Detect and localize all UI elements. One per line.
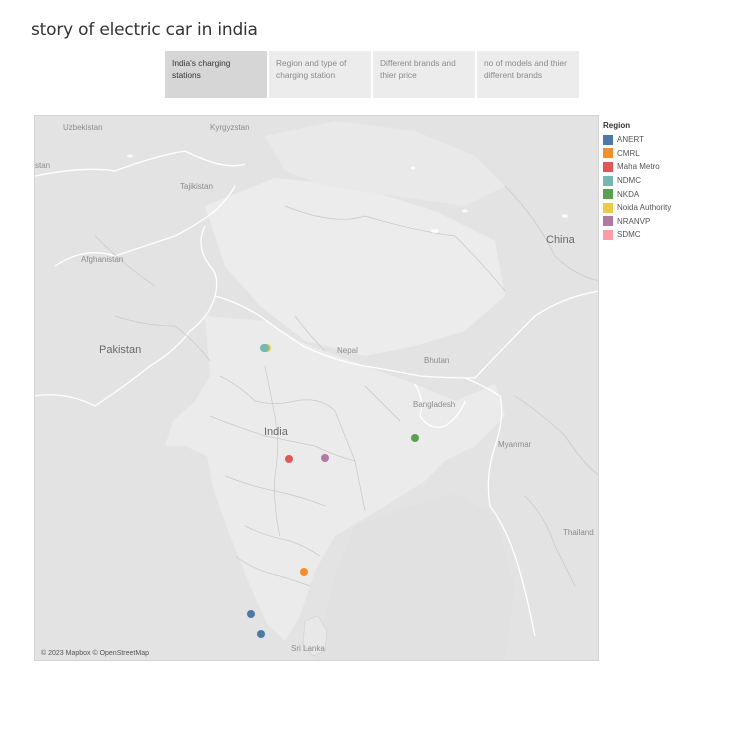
label-myanmar: Myanmar: [498, 440, 532, 449]
label-bhutan: Bhutan: [424, 356, 450, 365]
legend-swatch: [603, 202, 613, 213]
marker-maha-metro[interactable]: [285, 455, 293, 463]
marker-anert-1[interactable]: [247, 610, 255, 618]
marker-anert-2[interactable]: [257, 630, 265, 638]
legend-item-anert[interactable]: ANERT: [603, 133, 671, 147]
tab-brands-price[interactable]: Different brands and thier price: [373, 51, 475, 98]
tab-region-type[interactable]: Region and type of charging station: [269, 51, 371, 98]
label-stan: stan: [35, 161, 51, 170]
label-pakistan: Pakistan: [99, 344, 142, 356]
page-title: story of electric car in india: [31, 20, 258, 40]
label-uzbekistan: Uzbekistan: [63, 123, 103, 132]
legend-item-ndmc[interactable]: NDMC: [603, 174, 671, 188]
label-tajikistan: Tajikistan: [180, 182, 213, 191]
legend-item-cmrl[interactable]: CMRL: [603, 147, 671, 161]
legend-label: ANERT: [617, 135, 644, 145]
legend-label: CMRL: [617, 148, 640, 158]
label-bangladesh: Bangladesh: [413, 400, 456, 409]
marker-ndmc-2[interactable]: [261, 344, 269, 352]
tab-models-brands[interactable]: no of models and thier different brands: [477, 51, 579, 98]
map-attribution[interactable]: © 2023 Mapbox © OpenStreetMap: [41, 650, 149, 657]
label-sri-lanka: Sri Lanka: [291, 644, 325, 653]
legend-swatch: [603, 161, 613, 172]
label-thailand: Thailand: [563, 528, 594, 537]
marker-nranvp[interactable]: [321, 454, 329, 462]
label-nepal: Nepal: [337, 346, 358, 355]
legend-swatch: [603, 229, 613, 240]
legend-label: Maha Metro: [617, 162, 660, 172]
legend-item-nkda[interactable]: NKDA: [603, 187, 671, 201]
label-kyrgyzstan: Kyrgyzstan: [210, 123, 250, 132]
legend-item-noida-authority[interactable]: Noida Authority: [603, 201, 671, 215]
legend-swatch: [603, 175, 613, 186]
label-china: China: [546, 234, 575, 246]
basemap: [35, 121, 598, 660]
legend-item-sdmc[interactable]: SDMC: [603, 228, 671, 242]
legend: Region ANERT CMRL Maha Metro NDMC NKDA N…: [603, 121, 671, 242]
legend-item-nranvp[interactable]: NRANVP: [603, 215, 671, 229]
legend-label: NKDA: [617, 189, 640, 199]
label-india: India: [264, 426, 288, 438]
marker-cmrl[interactable]: [300, 568, 308, 576]
legend-swatch: [603, 189, 613, 200]
legend-label: NRANVP: [617, 216, 651, 226]
marker-nkda[interactable]: [411, 434, 419, 442]
legend-label: Noida Authority: [617, 203, 672, 213]
map-view[interactable]: Uzbekistan Kyrgyzstan stan Tajikistan Af…: [34, 115, 599, 661]
label-afghanistan: Afghanistan: [81, 255, 124, 264]
legend-title: Region: [603, 121, 631, 130]
legend-label: SDMC: [617, 230, 641, 240]
story-tabs: India's charging stations Region and typ…: [165, 51, 579, 98]
legend-swatch: [603, 148, 613, 159]
tab-charging-stations[interactable]: India's charging stations: [165, 51, 267, 98]
legend-item-maha-metro[interactable]: Maha Metro: [603, 160, 671, 174]
legend-label: NDMC: [617, 176, 641, 186]
legend-swatch: [603, 216, 613, 227]
legend-swatch: [603, 134, 613, 145]
